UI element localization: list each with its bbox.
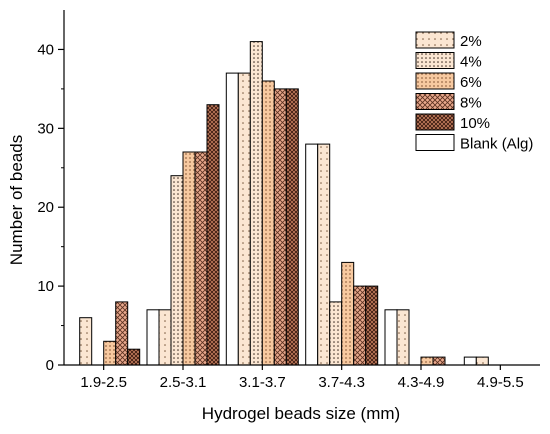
bar-4--3.1-3.7	[249, 41, 263, 366]
y-tick-label: 10	[37, 278, 54, 295]
x-tick-label: 4.9-5.5	[477, 374, 524, 391]
x-tick-label: 3.1-3.7	[239, 374, 286, 391]
legend-label: 10%	[460, 115, 490, 132]
legend: 2% 4% 6% 8% 10% Blank (Alg)	[415, 31, 533, 153]
y-tick-label: 20	[37, 199, 54, 216]
bar-8--2.5-3.1	[194, 151, 208, 366]
bar-10--1.9-2.5	[127, 348, 141, 366]
legend-label: 6%	[460, 74, 482, 91]
legend-label: 2%	[460, 33, 482, 50]
bar-blank-alg--2.5-3.1	[146, 309, 160, 366]
x-axis-title: Hydrogel beads size (mm)	[202, 404, 400, 423]
legend-swatch	[415, 113, 455, 131]
bar-4--3.7-4.3	[329, 301, 343, 366]
y-axis-title: Number of beads	[7, 135, 26, 265]
legend-swatch	[415, 134, 455, 151]
bar-4--2.5-3.1	[170, 175, 184, 366]
bar-10--2.5-3.1	[206, 104, 220, 366]
axes: 0 10 20 30 40 1.9-2.5 2.5-3.1 3.1-3.7 3.7-4.3 4.3…	[37, 10, 540, 391]
legend-swatch	[415, 52, 455, 69]
legend-label: Blank (Alg)	[460, 136, 533, 153]
y-tick-label: 0	[46, 357, 54, 374]
bar-10--3.7-4.3	[365, 285, 379, 366]
x-tick-label: 2.5-3.1	[160, 374, 207, 391]
x-tick-label: 1.9-2.5	[80, 374, 127, 391]
y-tick-label: 30	[37, 120, 54, 137]
bar-6--3.1-3.7	[261, 80, 275, 366]
legend-label: 4%	[460, 54, 482, 71]
bar-blank-alg--3.1-3.7	[225, 72, 239, 366]
legend-label: 8%	[460, 95, 482, 112]
legend-swatch	[415, 72, 455, 90]
bar-2--4.9-5.5	[475, 356, 489, 366]
bar-2--4.3-4.9	[396, 309, 410, 366]
bar-blank-alg--3.7-4.3	[305, 143, 319, 366]
bar-6--1.9-2.5	[103, 340, 117, 366]
bar-10--3.1-3.7	[285, 88, 299, 366]
x-tick-label: 4.3-4.9	[398, 374, 445, 391]
bar-2--3.7-4.3	[317, 143, 331, 366]
bar-2--2.5-3.1	[158, 309, 172, 366]
bar-6--4.3-4.9	[420, 356, 434, 366]
bar-blank-alg--4.9-5.5	[463, 356, 477, 366]
y-tick-label: 40	[37, 41, 54, 58]
bar-2--3.1-3.7	[237, 72, 251, 366]
bar-8--4.3-4.9	[432, 356, 446, 366]
bar-2--1.9-2.5	[79, 317, 93, 366]
bar-blank-alg--4.3-4.9	[384, 309, 398, 366]
legend-swatch	[415, 93, 455, 110]
bar-8--3.1-3.7	[273, 88, 287, 366]
bar-8--3.7-4.3	[353, 285, 367, 366]
bar-6--2.5-3.1	[182, 151, 196, 366]
legend-swatch	[415, 31, 455, 49]
x-tick-label: 3.7-4.3	[318, 374, 365, 391]
bar-6--3.7-4.3	[341, 261, 355, 366]
bar-8--1.9-2.5	[115, 301, 129, 366]
bars-layer	[79, 41, 489, 366]
